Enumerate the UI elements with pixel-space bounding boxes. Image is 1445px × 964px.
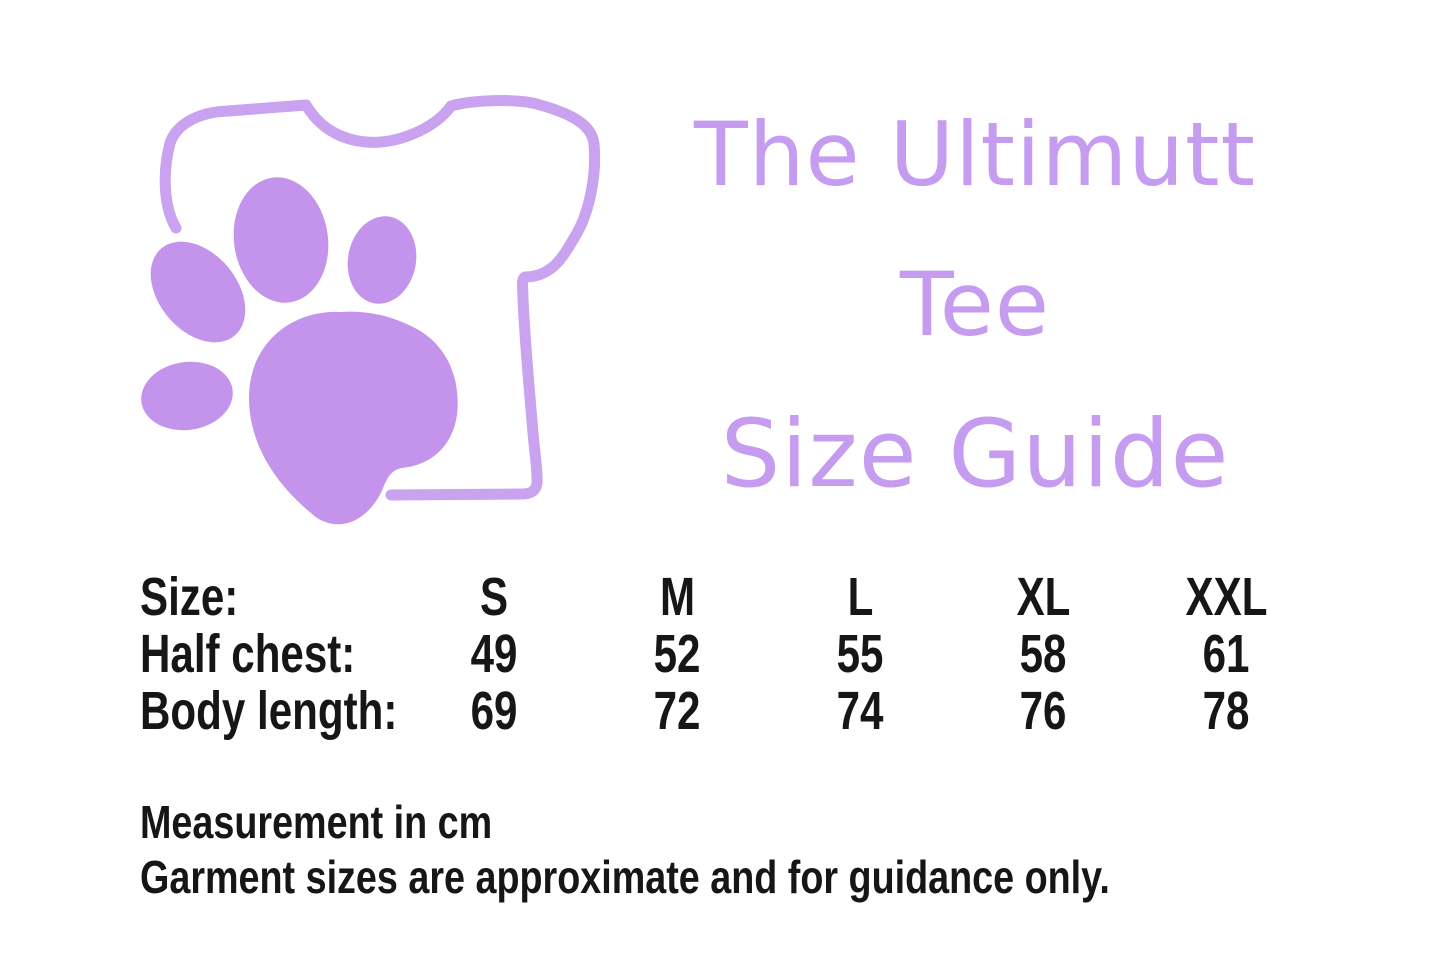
note-disclaimer: Garment sizes are approximate and for gu… [140,851,1110,903]
size-column-header-l: L [847,566,874,627]
body-length-row-label: Body length: [140,680,398,741]
half-chest-value-m: 52 [654,623,701,684]
half-chest-value-s: 49 [471,623,518,684]
half-chest-value-l: 55 [837,623,884,684]
size-row-label: Size: [140,566,239,627]
notes-block: Measurement in cm Garment sizes are appr… [140,795,1323,905]
size-table: Size: S M L XL XXL Half chest: 49 52 55 … [140,566,1318,741]
paw-pad [248,311,458,525]
body-length-value-m: 72 [654,680,701,741]
size-column-header-xl: XL [1016,566,1071,627]
note-measurement-unit: Measurement in cm [140,796,493,848]
size-column-header-m: M [659,566,696,627]
paw-toe-right [347,216,417,304]
half-chest-value-xl: 58 [1020,623,1067,684]
paw-toe-bottom-left [141,361,233,431]
size-column-header-s: S [480,566,509,627]
body-length-value-l: 74 [837,680,884,741]
half-chest-row-label: Half chest: [140,623,356,684]
size-column-header-xxl: XXL [1185,566,1268,627]
title-line-3: Size Guide [720,400,1230,509]
brand-title: The Ultimutt Tee Size Guide [625,80,1325,530]
title-line-2: Tee [899,253,1051,356]
half-chest-value-xxl: 61 [1203,623,1250,684]
tshirt-outline-icon [159,95,601,501]
title-line-1: The Ultimutt [694,103,1256,206]
body-length-value-s: 69 [471,680,518,741]
paw-print-icon [141,177,458,525]
paw-toe-top [233,177,329,303]
ultimutt-logo [141,95,601,525]
body-length-value-xl: 76 [1020,680,1067,741]
body-length-value-xxl: 78 [1203,680,1250,741]
paw-toe-left [150,241,246,343]
